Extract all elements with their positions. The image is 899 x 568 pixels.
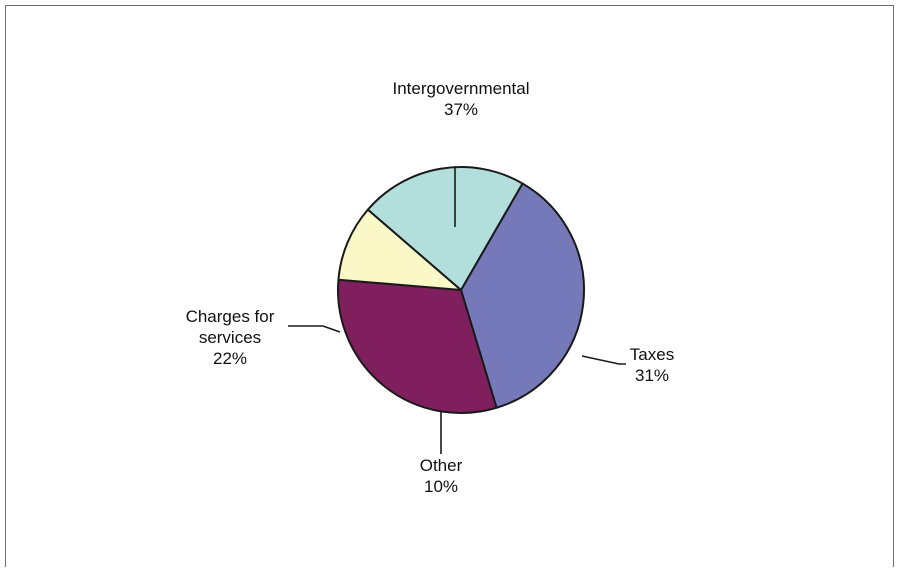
chart-frame: Intergovernmental 37% Taxes 31% Other 10% Char… bbox=[5, 5, 894, 567]
pie-leader-lines bbox=[288, 166, 626, 454]
value-label-other: 10% bbox=[424, 477, 458, 496]
pie-slice-charges-for-services bbox=[366, 166, 524, 291]
pie-slice-intergovernmental bbox=[460, 182, 585, 409]
leader-line-charges-for-services bbox=[288, 325, 341, 333]
category-label-charges-for-services: services bbox=[199, 328, 261, 347]
value-label-charges-for-services: 22% bbox=[213, 349, 247, 368]
pie-slice-other bbox=[337, 208, 462, 291]
value-label-taxes: 31% bbox=[635, 366, 669, 385]
category-label-intergovernmental: Intergovernmental bbox=[392, 79, 529, 98]
category-label-charges-for-services: Charges for bbox=[186, 307, 275, 326]
category-label-other: Other bbox=[420, 456, 463, 475]
pie-slices bbox=[337, 166, 585, 414]
category-label-taxes: Taxes bbox=[630, 345, 674, 364]
pie-slice-taxes bbox=[337, 278, 498, 414]
pie-chart: Intergovernmental 37% Taxes 31% Other 10% Char… bbox=[186, 79, 675, 496]
leader-line-taxes bbox=[581, 355, 626, 365]
value-label-intergovernmental: 37% bbox=[444, 100, 478, 119]
pie-labels: Intergovernmental 37% Taxes 31% Other 10% Char… bbox=[186, 79, 675, 496]
